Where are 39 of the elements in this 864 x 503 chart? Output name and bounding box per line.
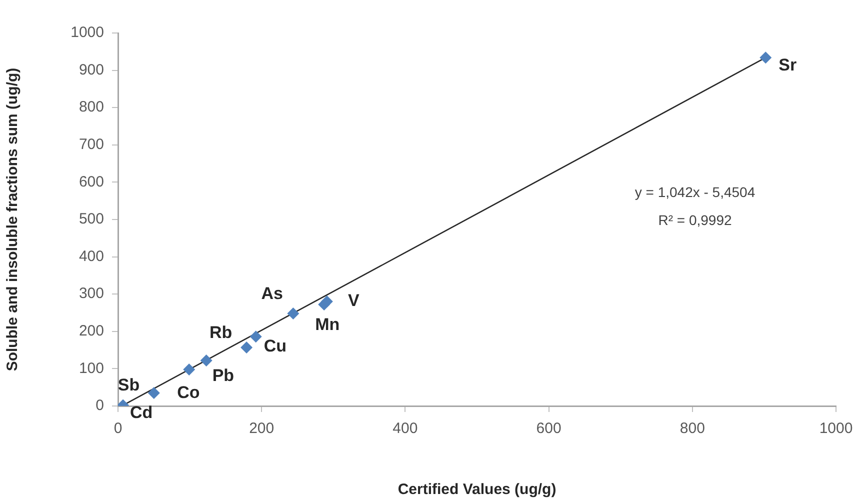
annotation: R² = 0,9992 (658, 212, 732, 228)
annotation: Mn (315, 315, 340, 334)
annotation: Pb (212, 366, 234, 386)
annotation: Cd (130, 402, 153, 422)
y-tick-label: 600 (78, 173, 104, 190)
point (200, 354, 212, 366)
y-tick-label: 1000 (70, 24, 104, 42)
x-tick-label: 600 (536, 420, 562, 438)
annotation: Sr (778, 55, 797, 74)
annotation: y = 1,042x - 5,4504 (634, 184, 756, 200)
x-tick-label: 1000 (819, 420, 853, 438)
y-tick-label: 300 (78, 285, 104, 302)
y-axis-title: Soluble and insoluble fractions sum (ug/g) (4, 68, 22, 372)
y-tick-label: 800 (78, 98, 104, 116)
y-tick-label: 200 (78, 322, 104, 340)
point (148, 386, 160, 399)
annotation: V (348, 291, 360, 310)
point (183, 363, 196, 376)
y-tick-label: 400 (78, 248, 104, 265)
x-axis-title: Certified Values (ug/g) (398, 481, 556, 498)
point (287, 307, 300, 320)
x-tick-label: 0 (114, 420, 122, 438)
point (320, 296, 333, 308)
y-tick-label: 500 (78, 210, 104, 228)
point (250, 330, 262, 343)
y-tick-label: 700 (78, 136, 104, 154)
y-tick-label: 0 (96, 397, 104, 414)
annotation: Co (177, 383, 200, 402)
point (760, 52, 772, 64)
x-tick-label: 400 (392, 420, 418, 438)
annotation: As (261, 284, 283, 304)
annotation: Sb (118, 376, 140, 395)
annotation: Cu (264, 336, 287, 356)
y-tick-label: 100 (78, 360, 104, 377)
annotation: Rb (210, 323, 232, 342)
point (240, 341, 253, 354)
y-tick-label: 900 (78, 61, 104, 78)
x-tick-label: 800 (680, 420, 705, 438)
x-tick-label: 200 (249, 420, 274, 438)
